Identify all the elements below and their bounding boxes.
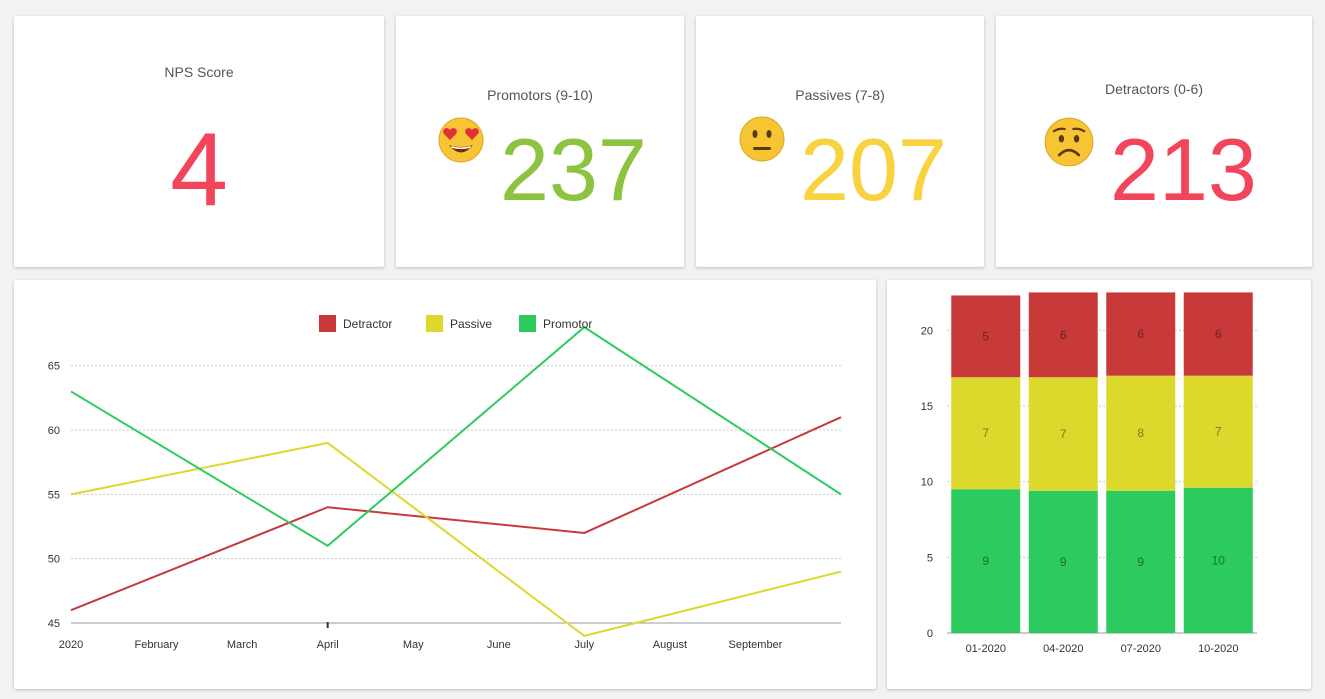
bar-segment-detractor [1106, 292, 1176, 376]
y-tick-label: 10 [921, 477, 933, 489]
passives-title: Passives (7-8) [795, 87, 885, 103]
bar-segment-passive [1028, 377, 1098, 491]
nps-score-title: NPS Score [164, 64, 234, 80]
y-tick-label: 45 [48, 618, 60, 630]
promotors-title: Promotors (9-10) [487, 87, 593, 103]
bar-segment-promotor [1028, 490, 1098, 633]
bar-value-label: 8 [1137, 426, 1144, 440]
bar-value-label: 7 [982, 426, 989, 440]
y-tick-label: 20 [921, 325, 933, 337]
bar-value-label: 9 [982, 554, 989, 568]
y-tick-label: 0 [927, 628, 933, 640]
x-tick-label: March [227, 639, 258, 651]
series-line-promotor [70, 325, 842, 548]
detractors-title: Detractors (0-6) [1104, 81, 1204, 97]
bar-value-label: 9 [1137, 555, 1144, 569]
legend-label-detractor: Detractor [343, 317, 392, 331]
legend-swatch-promotor [519, 315, 536, 332]
legend-swatch-detractor [319, 315, 336, 332]
bar-value-label: 5 [982, 329, 989, 343]
x-tick-label: April [317, 639, 339, 651]
x-tick-label: 01-2020 [966, 643, 1006, 655]
passives-value: 207 [800, 120, 947, 219]
x-tick-label: June [487, 639, 511, 651]
bar-chart-card: 0 5 10 15 20 9 7 5 01-2020 9 7 6 04-2020 9 8 6 07-2020 10… [887, 280, 1311, 689]
x-tick-label: May [403, 639, 424, 651]
x-tick-label: 10-2020 [1198, 643, 1238, 655]
bar-value-label: 7 [1060, 427, 1067, 441]
y-tick-label: 60 [48, 425, 60, 437]
series-line-detractor [70, 416, 842, 612]
series-line-passive [70, 441, 842, 637]
bar-value-label: 6 [1060, 328, 1067, 342]
bar-segment-promotor [951, 489, 1021, 633]
y-tick-label: 65 [48, 361, 60, 373]
y-tick-label: 5 [927, 552, 933, 564]
bar-value-label: 6 [1137, 327, 1144, 341]
legend-label-promotor: Promotor [543, 317, 592, 331]
bar-segment-detractor [1028, 292, 1098, 378]
legend-swatch-passive [426, 315, 443, 332]
promotors-card: Promotors (9-10) 237 [396, 16, 684, 267]
y-tick-label: 55 [48, 489, 60, 501]
bar-value-label: 10 [1212, 553, 1226, 567]
bar-value-label: 6 [1215, 327, 1222, 341]
line-chart-card: 45 50 55 60 65 2020 February March April May June J… [14, 280, 876, 689]
x-tick-label: 2020 [59, 639, 83, 651]
x-tick-label: August [653, 639, 687, 651]
y-tick-label: 50 [48, 554, 60, 566]
bar-segment-passive [1183, 375, 1253, 488]
heart-eyes-face-icon [438, 117, 484, 163]
bar-segment-promotor [1106, 490, 1176, 633]
detractors-card: Detractors (0-6) 213 [996, 16, 1312, 267]
nps-score-value: 4 [170, 112, 228, 228]
bar-segment-detractor [1183, 292, 1253, 376]
detractors-value: 213 [1110, 120, 1257, 219]
line-chart: 45 50 55 60 65 2020 February March April May June J… [48, 315, 842, 651]
promotors-value: 237 [500, 120, 647, 219]
bar-segment-passive [951, 377, 1021, 490]
x-tick-label: July [575, 639, 595, 651]
x-tick-label: February [135, 639, 180, 651]
bar-segment-detractor [951, 295, 1021, 378]
y-tick-label: 15 [921, 401, 933, 413]
stacked-bar-chart: 0 5 10 15 20 9 7 5 01-2020 9 7 6 04-2020 9 8 6 07-2020 10… [921, 292, 1257, 655]
legend-label-passive: Passive [450, 317, 492, 331]
x-tick-label: 04-2020 [1043, 643, 1083, 655]
bar-segment-promotor [1183, 487, 1253, 633]
bar-value-label: 9 [1060, 555, 1067, 569]
bar-value-label: 7 [1215, 425, 1222, 439]
nps-score-card: NPS Score 4 [14, 16, 384, 267]
passives-card: Passives (7-8) 207 [696, 16, 984, 267]
worried-face-icon [1044, 117, 1094, 167]
x-tick-label: 07-2020 [1121, 643, 1161, 655]
x-tick-label: September [729, 639, 783, 651]
neutral-face-icon [739, 116, 785, 162]
bar-segment-passive [1106, 375, 1176, 491]
